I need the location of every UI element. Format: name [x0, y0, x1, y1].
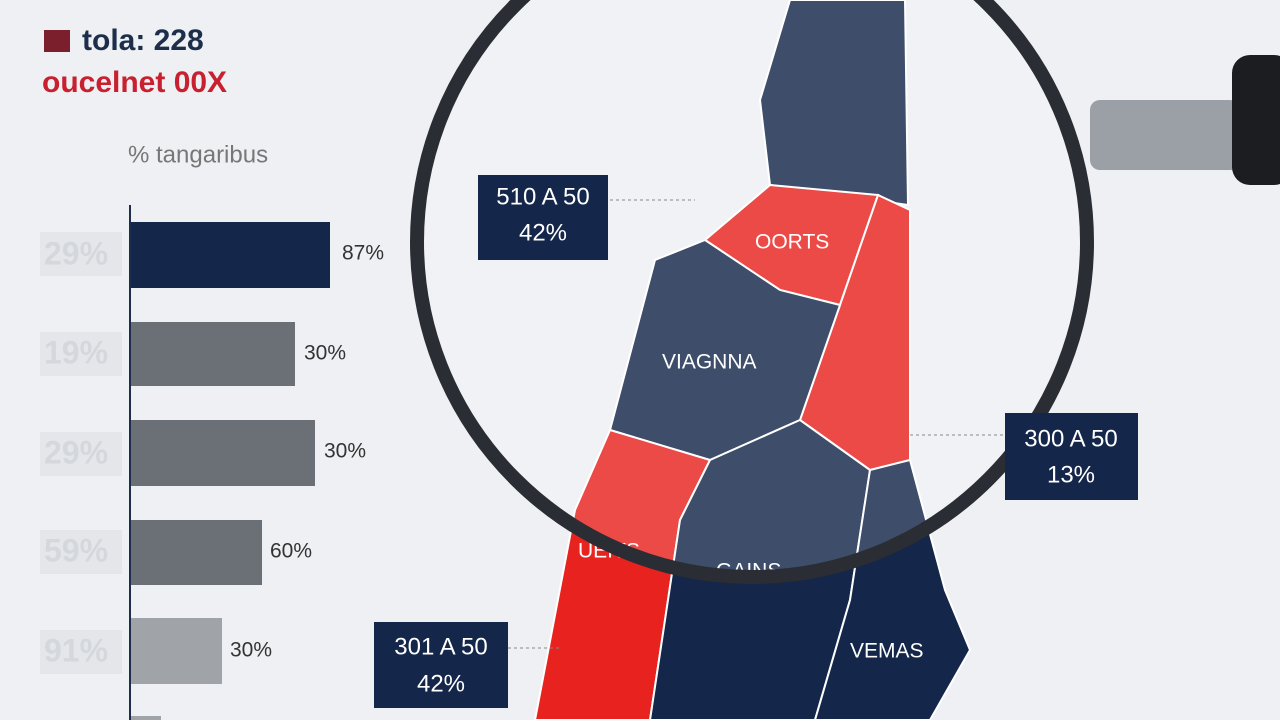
magnifier-neck — [1090, 100, 1240, 170]
bar — [131, 420, 315, 486]
magnifier-lens — [410, 0, 1094, 584]
row-right-label: 87% — [342, 242, 384, 265]
label-box — [40, 630, 122, 674]
row-left-label: 19% — [44, 334, 108, 370]
label-box — [40, 530, 122, 574]
bar — [131, 520, 262, 585]
row-left-label: 91% — [44, 632, 108, 668]
header-icon — [44, 30, 70, 52]
region-label: VEMAS — [850, 640, 924, 663]
callout-line1: 300 A 50 — [1024, 425, 1117, 452]
callout-line2: 13% — [1047, 461, 1095, 488]
label-box — [40, 332, 122, 376]
row-left-label: 29% — [44, 235, 108, 271]
map — [533, 0, 972, 720]
header-title: tola: 228 — [82, 24, 204, 57]
row-left-label: 59% — [44, 532, 108, 568]
callout-line2: 42% — [417, 670, 465, 697]
bar — [131, 322, 295, 386]
callout-line2: 42% — [519, 219, 567, 246]
callout-line1: 301 A 50 — [394, 633, 487, 660]
region-label: VIAGNNA — [662, 351, 757, 374]
bar — [131, 222, 330, 288]
callout-line1: 510 A 50 — [496, 183, 589, 210]
row-right-label: 60% — [270, 540, 312, 563]
callout-box — [478, 175, 608, 260]
panel-label: % tangaribus — [128, 141, 268, 168]
row-right-label: 30% — [324, 440, 366, 463]
label-box — [40, 232, 122, 276]
bar — [131, 716, 161, 720]
bar — [131, 618, 222, 684]
label-box — [40, 432, 122, 476]
row-right-label: 30% — [230, 639, 272, 662]
row-left-label: 29% — [44, 434, 108, 470]
row-right-label: 30% — [304, 342, 346, 365]
callout-box — [1005, 413, 1138, 500]
header-subtitle: oucelnet 00X — [42, 66, 227, 99]
magnifier-handle — [1232, 55, 1280, 185]
map-region — [813, 458, 972, 720]
region-label: OORTS — [755, 231, 829, 254]
callout-box — [374, 622, 508, 708]
